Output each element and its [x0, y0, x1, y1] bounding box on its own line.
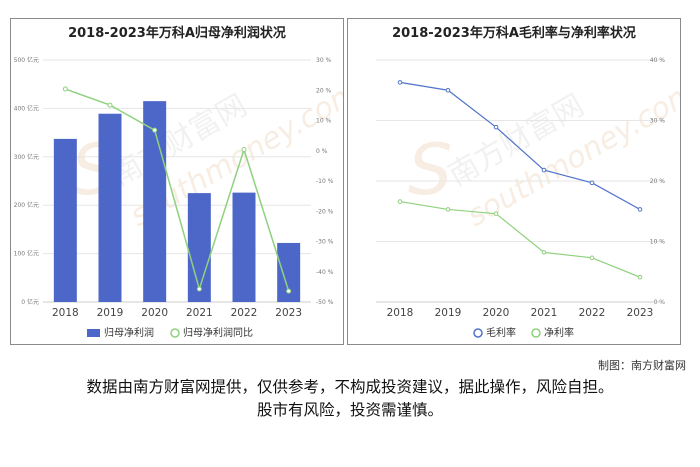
- right-chart-svg: S南方财富网southmoney.com2018-2023年万科A毛利率与净利率…: [376, 25, 680, 339]
- left-y-tick-label: 0 亿元: [21, 298, 39, 306]
- left-x-tick-label: 2020: [141, 307, 168, 319]
- point-gross-2023: [637, 207, 643, 212]
- left-y-tick-label: 100 亿元: [14, 250, 39, 258]
- point-yoy-2020: [152, 127, 158, 133]
- point-net-2019: [445, 207, 451, 212]
- point-gross-2021: [541, 167, 547, 173]
- right-y-tick-label: -50 %: [316, 299, 334, 306]
- point-gross-2020: [493, 124, 499, 130]
- point-yoy-2023: [286, 288, 292, 294]
- line-net-margin: [399, 200, 641, 278]
- bar-2021: [187, 193, 211, 302]
- left-chart-panel: S 南方财富网 southmoney.com 2018-2023年万科A归母净利润状况…: [10, 18, 344, 345]
- bar-2022: [232, 192, 256, 302]
- point-yoy-2018: [62, 86, 68, 92]
- right-x-tick-label: 2022: [579, 307, 606, 319]
- point-gross-2019: [445, 87, 451, 93]
- left-chart-svg: S南方财富网southmoney.com2018-2023年万科A归母净利润状况…: [14, 25, 343, 339]
- right-y-tick-label: -10 %: [316, 178, 334, 185]
- left-y-tick-label: 200 亿元: [14, 201, 39, 209]
- bar-2019: [98, 113, 122, 302]
- point-net-2018: [397, 199, 403, 204]
- legend-net-swatch: [531, 328, 541, 338]
- right-y-tick-label: 30 %: [316, 57, 332, 64]
- bar-2023: [277, 242, 301, 302]
- legend-gross-swatch: [473, 328, 483, 338]
- point-gross-2022: [589, 180, 595, 186]
- point-net-2021: [541, 250, 547, 255]
- line-gross-margin: [399, 81, 641, 210]
- left-y-tick-label: 300 亿元: [14, 153, 39, 161]
- legend-line-label: 归母净利润同比: [183, 326, 253, 339]
- point-net-2020: [493, 211, 499, 216]
- bar-2018: [53, 138, 77, 302]
- point-yoy-2019: [107, 102, 113, 108]
- point-net-2022: [589, 255, 595, 261]
- right-chart-panel: S 南方财富网 southmoney.com 2018-2023年万科A毛利率与净利率…: [347, 18, 681, 345]
- point-net-2023: [637, 274, 643, 280]
- left-y-tick-label: 400 亿元: [14, 104, 39, 112]
- right-x-tick-label: 2021: [531, 307, 558, 319]
- right-chart-title: 2018-2023年万科A毛利率与净利率状况: [392, 25, 636, 41]
- right-y-tick-label: -30 %: [316, 239, 334, 246]
- right-x-tick-label: 2023: [627, 307, 654, 319]
- right-y-tick-label: 20 %: [316, 87, 332, 94]
- legend-bar-label: 归母净利润: [104, 326, 154, 339]
- point-gross-2018: [397, 80, 403, 85]
- right-chart-y-tick-label: 10 %: [650, 239, 666, 246]
- point-yoy-2021: [196, 286, 202, 292]
- left-x-tick-label: 2019: [97, 307, 124, 319]
- right-chart-y-tick-label: 20 %: [650, 178, 666, 185]
- left-x-tick-label: 2023: [275, 307, 302, 319]
- right-chart-y-tick-label: 30 %: [650, 118, 666, 125]
- line-yoy-growth: [65, 88, 290, 292]
- left-x-tick-label: 2022: [231, 307, 258, 319]
- disclaimer-line-1: 数据由南方财富网提供，仅供参考，不构成投资建议，据此操作，风险自担。: [86, 378, 614, 396]
- legend-line-swatch: [170, 328, 180, 338]
- disclaimer-line-2: 股市有风险，投资需谨慎。: [256, 401, 443, 419]
- legend-net-label: 净利率: [544, 326, 574, 339]
- left-x-tick-label: 2018: [52, 307, 79, 319]
- left-x-tick-label: 2021: [186, 307, 213, 319]
- right-y-tick-label: -20 %: [316, 208, 334, 215]
- watermark-logo: S: [408, 129, 452, 211]
- legend-gross-label: 毛利率: [486, 326, 516, 339]
- right-y-tick-label: 0 %: [316, 148, 328, 155]
- right-x-tick-label: 2020: [483, 307, 510, 319]
- left-chart-title: 2018-2023年万科A归母净利润状况: [68, 25, 286, 41]
- right-y-tick-label: 10 %: [316, 118, 332, 125]
- chart-credit: 制图：南方财富网: [598, 359, 686, 372]
- right-y-tick-label: -40 %: [316, 269, 334, 276]
- legend-bar-swatch: [87, 329, 100, 337]
- right-chart-y-tick-label: 40 %: [650, 57, 666, 64]
- right-x-tick-label: 2018: [387, 307, 414, 319]
- point-yoy-2022: [241, 147, 247, 153]
- left-y-tick-label: 500 亿元: [14, 56, 39, 64]
- right-x-tick-label: 2019: [435, 307, 462, 319]
